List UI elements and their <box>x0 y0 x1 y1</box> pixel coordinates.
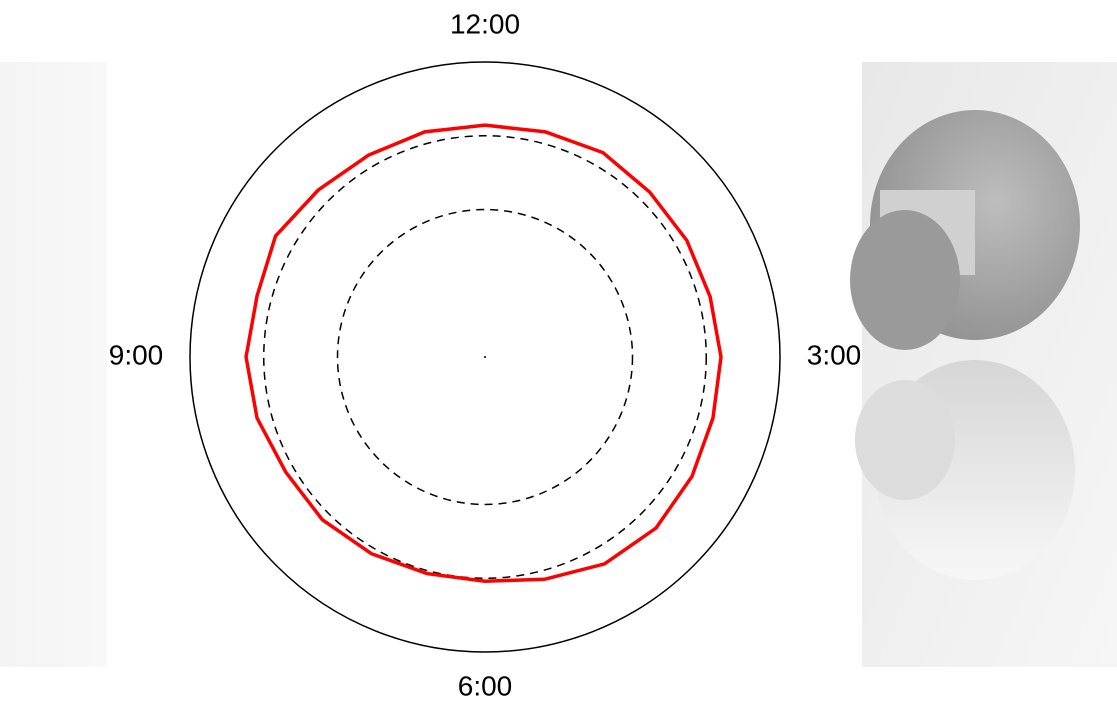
outer-circle <box>189 61 781 653</box>
left-panel <box>0 62 107 667</box>
ovality-profile <box>244 123 723 583</box>
theta-tick-label: 3:00 <box>807 339 862 370</box>
theta-tick-label: 9:00 <box>109 339 164 370</box>
pipe-image <box>850 62 1117 667</box>
center-dot <box>484 356 486 358</box>
reference-circle <box>336 208 634 506</box>
reference-circle <box>263 135 707 579</box>
theta-tick-label: 6:00 <box>458 670 513 701</box>
theta-tick-label: 12:00 <box>450 8 520 39</box>
